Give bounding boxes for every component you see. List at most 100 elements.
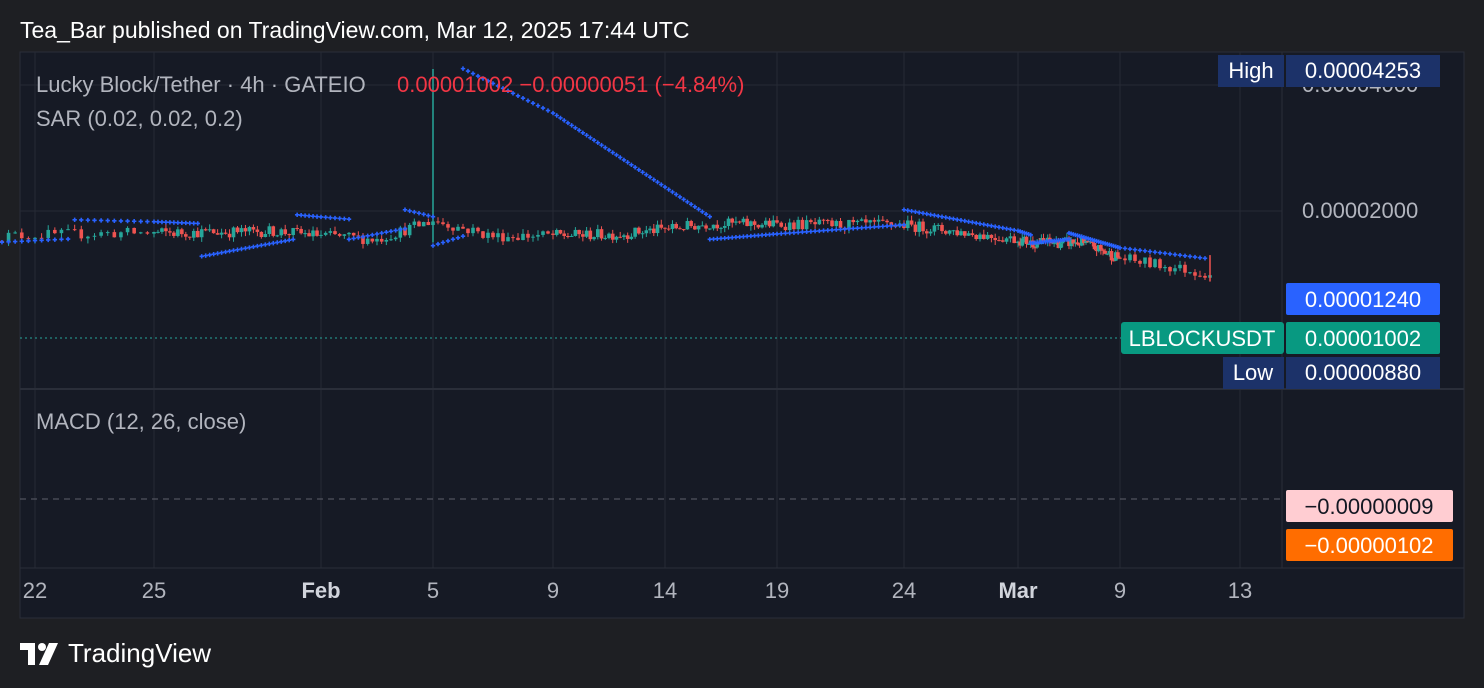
candle-body — [730, 218, 734, 223]
candle-body — [255, 229, 260, 232]
candle-body — [997, 240, 1001, 242]
sar-dot — [707, 214, 712, 219]
sar-dot — [958, 218, 964, 223]
candle-body — [618, 236, 622, 238]
candle-body — [1107, 251, 1112, 254]
candle-body — [928, 231, 933, 234]
candle-body — [666, 228, 671, 230]
candle-body — [982, 234, 986, 239]
candle-body — [105, 232, 110, 234]
candle-body — [607, 233, 611, 238]
sar-dot — [470, 71, 476, 76]
sar-dot — [588, 135, 593, 140]
sar-dot — [573, 125, 578, 131]
candle-body — [700, 225, 705, 227]
sar-dot — [445, 238, 451, 244]
candle-body — [726, 218, 731, 226]
sar-dot — [155, 219, 161, 225]
candle-body — [936, 224, 940, 226]
candle-body — [985, 234, 990, 239]
sar-value-badge — [1286, 283, 1440, 315]
low-label: Low — [1233, 360, 1273, 385]
sar-dot — [859, 225, 864, 231]
candle-body — [436, 221, 440, 223]
sar-dot — [947, 215, 952, 221]
tradingview-logo-icon — [20, 642, 58, 665]
sar-dot — [1162, 251, 1168, 256]
candle-body — [749, 221, 753, 227]
sar-dot — [625, 160, 630, 165]
sar-dot — [580, 130, 586, 135]
candle-body — [1116, 252, 1120, 258]
sar-dot — [825, 228, 830, 233]
sar-dot — [1177, 252, 1183, 258]
candle-body — [342, 234, 347, 236]
candle-body — [384, 239, 389, 242]
price-tick-label: 0.00002000 — [1302, 198, 1418, 223]
time-tick-label: Mar — [998, 578, 1038, 603]
candle-body — [1016, 241, 1020, 244]
sar-dot — [515, 93, 521, 98]
candle-body — [526, 233, 530, 238]
sar-dot — [996, 225, 1002, 230]
sar-dot — [913, 209, 918, 215]
sar-dot — [1157, 250, 1163, 255]
candle-body — [838, 220, 843, 228]
candle-body — [847, 219, 851, 230]
candle-body — [652, 228, 656, 234]
sar-dot — [525, 98, 531, 103]
candle-body — [851, 219, 855, 223]
sar-dot — [748, 233, 754, 239]
candle-body — [625, 235, 630, 239]
candle-body — [696, 225, 701, 230]
sar-dot — [138, 219, 143, 224]
sar-dot — [779, 231, 784, 236]
sar-dot — [744, 234, 750, 239]
candle-body — [211, 229, 216, 234]
sar-dot — [263, 242, 268, 247]
candle-body — [46, 229, 51, 239]
sar-dot — [480, 76, 486, 81]
candle-body — [1123, 258, 1127, 261]
candle-body — [521, 233, 525, 240]
sar-dot — [821, 228, 826, 233]
sar-dot — [703, 212, 709, 217]
sar-dot — [465, 68, 471, 74]
sar-dot — [39, 238, 44, 243]
candle-body — [486, 232, 490, 238]
sar-dot — [1192, 254, 1198, 260]
sar-dot — [19, 239, 24, 244]
sar-dot — [977, 221, 983, 226]
candle-body — [303, 233, 307, 235]
sar-dot — [151, 219, 157, 224]
publisher-line: Tea_Bar published on TradingView.com, Ma… — [20, 17, 690, 43]
sar-dot — [199, 254, 204, 259]
sar-dot — [26, 238, 31, 244]
candle-body — [855, 220, 860, 223]
candle-body — [648, 228, 652, 231]
candle-body — [160, 228, 164, 232]
sar-dot — [651, 177, 656, 182]
candle-body — [917, 221, 921, 232]
sar-dot — [846, 226, 852, 231]
candle-body — [614, 236, 619, 240]
candle-body — [195, 230, 200, 238]
sar-dot — [880, 224, 886, 229]
candle-body — [283, 229, 288, 235]
candle-body — [830, 220, 834, 227]
sar-dot — [171, 220, 177, 225]
candle-body — [741, 218, 746, 223]
candle-body — [1193, 272, 1197, 276]
candle-body — [659, 224, 664, 228]
candle-body — [323, 232, 328, 235]
sar-dot — [545, 108, 551, 113]
candle-body — [655, 224, 660, 234]
sar-dot — [851, 226, 856, 231]
sar-dot — [175, 220, 181, 225]
sar-dot — [876, 224, 881, 229]
candle-body — [235, 227, 240, 233]
candle-body — [476, 227, 480, 232]
sar-dot — [901, 207, 907, 212]
candle-body — [955, 230, 959, 236]
